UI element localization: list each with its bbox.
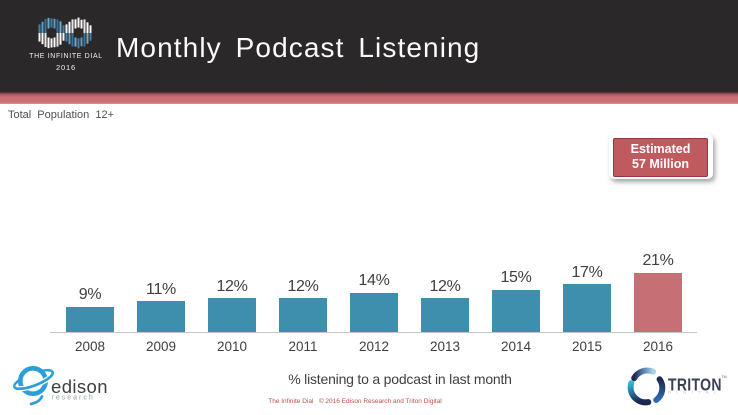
svg-text:TRITON: TRITON [668, 375, 722, 395]
svg-text:TM: TM [722, 375, 727, 379]
svg-text:research: research [52, 395, 95, 402]
svg-text:edison: edison [51, 376, 108, 397]
svg-text:D I G I T A L: D I G I T A L [668, 390, 718, 395]
